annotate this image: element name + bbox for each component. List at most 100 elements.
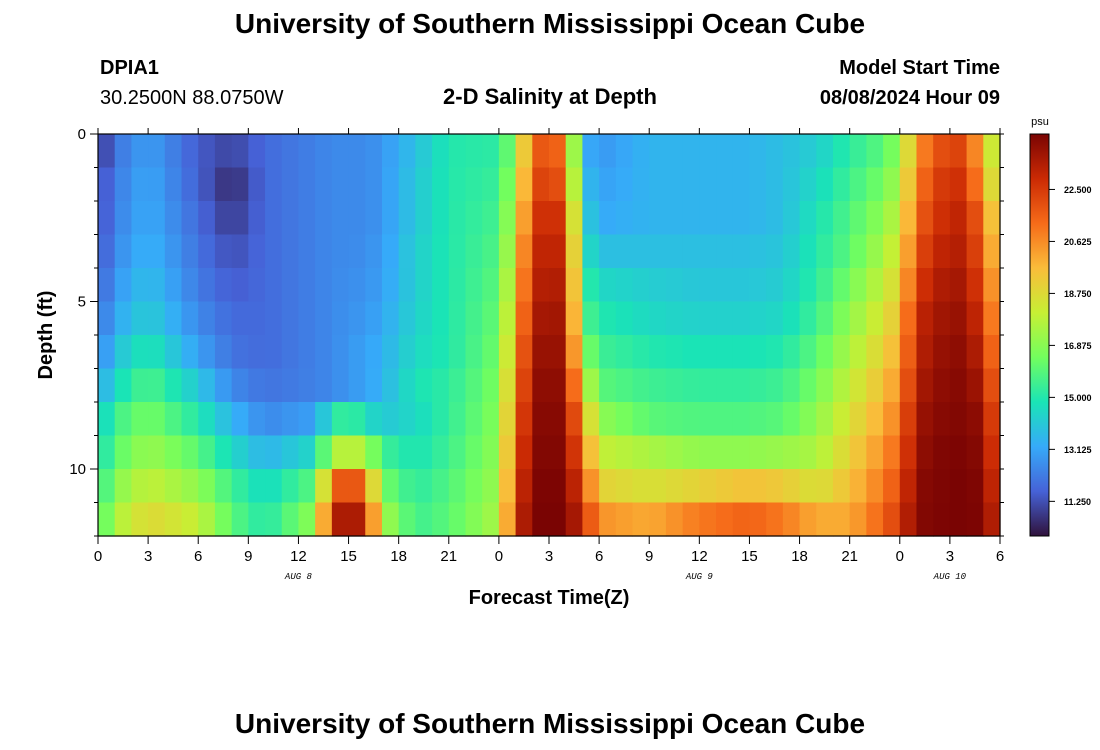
heatmap-cell — [665, 368, 684, 403]
heatmap-cell — [665, 502, 684, 537]
heatmap-cell — [682, 335, 700, 370]
heatmap-cell — [599, 335, 617, 370]
heatmap-cell — [281, 368, 300, 403]
heatmap-cell — [916, 167, 934, 202]
heatmap-cell — [615, 201, 634, 236]
heatmap-cell — [98, 268, 116, 303]
heatmap-cell — [582, 435, 600, 470]
heatmap-cell — [365, 368, 383, 403]
heatmap-cell — [916, 134, 934, 169]
heatmap-cell — [164, 301, 183, 336]
heatmap-cell — [632, 402, 650, 437]
heatmap-cell — [649, 469, 667, 504]
heatmap-cell — [749, 435, 767, 470]
heatmap-cell — [615, 301, 634, 336]
heatmap-cell — [916, 368, 934, 403]
heatmap-cell — [565, 435, 583, 470]
heatmap-cell — [198, 469, 216, 504]
heatmap-cell — [448, 234, 467, 269]
x-tick-label: 3 — [144, 548, 152, 565]
heatmap-cell — [515, 201, 533, 236]
colorbar — [1029, 133, 1050, 537]
heatmap-cell — [365, 234, 383, 269]
heatmap-cell — [498, 335, 517, 370]
heatmap-cell — [682, 301, 700, 336]
heatmap-cell — [565, 469, 583, 504]
heatmap-cell — [448, 201, 467, 236]
heatmap-cell — [265, 435, 283, 470]
heatmap-cell — [315, 201, 333, 236]
heatmap-cell — [498, 368, 517, 403]
heatmap-cell — [164, 134, 183, 169]
heatmap-cell — [365, 469, 383, 504]
x-tick-label: 15 — [741, 548, 758, 565]
heatmap-cell — [782, 502, 801, 537]
heatmap-cell — [148, 201, 166, 236]
heatmap-cell — [716, 201, 734, 236]
heatmap-cell — [164, 234, 183, 269]
heatmap-cell — [515, 502, 533, 537]
heatmap-cell — [515, 134, 533, 169]
heatmap-cell — [315, 268, 333, 303]
heatmap-cell — [331, 167, 350, 202]
heatmap-cell — [298, 502, 316, 537]
heatmap-cell — [365, 502, 383, 537]
heatmap-cell — [649, 234, 667, 269]
heatmap-cell — [916, 435, 934, 470]
heatmap-cell — [231, 402, 249, 437]
colorbar-tick-label: 18.750 — [1064, 289, 1092, 299]
heatmap-cell — [699, 435, 717, 470]
heatmap-cell — [532, 201, 550, 236]
date-labels: AUG 8 AUG 9 AUG 10 — [284, 572, 967, 582]
heatmap-cell — [749, 502, 767, 537]
heatmap-cell — [365, 335, 383, 370]
heatmap-cell — [749, 234, 767, 269]
heatmap-cell — [348, 201, 366, 236]
y-axis: 0 5 10 — [69, 126, 1004, 537]
heatmap-cell — [331, 335, 350, 370]
heatmap-cell — [148, 167, 166, 202]
heatmap-cell — [899, 502, 918, 537]
heatmap-cell — [248, 368, 266, 403]
heatmap-cell — [782, 134, 801, 169]
heatmap-cell — [599, 368, 617, 403]
heatmap-cell — [315, 167, 333, 202]
heatmap-cell — [265, 201, 283, 236]
colorbar-unit: psu — [1031, 116, 1049, 128]
heatmap-cell — [582, 134, 600, 169]
heatmap-cell — [248, 268, 266, 303]
heatmap-cell — [582, 201, 600, 236]
heatmap-cell — [749, 402, 767, 437]
heatmap-cell — [582, 167, 600, 202]
heatmap-cell — [816, 301, 834, 336]
heatmap-cell — [816, 435, 834, 470]
heatmap-cell — [131, 268, 149, 303]
heatmap-cell — [799, 167, 817, 202]
footer-title: University of Southern Mississippi Ocean… — [234, 708, 866, 739]
heatmap-cell — [632, 435, 650, 470]
heatmap-cell — [465, 268, 483, 303]
heatmap-cell — [398, 335, 416, 370]
heatmap-cell — [214, 402, 233, 437]
heatmap-cell — [582, 234, 600, 269]
heatmap-cell — [348, 368, 366, 403]
heatmap-cell — [916, 335, 934, 370]
heatmap-cell — [498, 201, 517, 236]
heatmap-cell — [432, 167, 450, 202]
heatmap-cell — [248, 201, 266, 236]
heatmap-cell — [98, 201, 116, 236]
heatmap-cell — [114, 502, 132, 537]
heatmap-cell — [782, 301, 801, 336]
heatmap-cell — [348, 502, 366, 537]
heatmap-cell — [732, 234, 751, 269]
heatmap-cell — [649, 368, 667, 403]
heatmap-cell — [983, 502, 1001, 537]
heatmap-cell — [131, 301, 149, 336]
heatmap-cell — [231, 301, 249, 336]
heatmap-cell — [131, 368, 149, 403]
heatmap-cell — [398, 469, 416, 504]
heatmap-cell — [565, 301, 583, 336]
heatmap-cell — [448, 134, 467, 169]
heatmap-cell — [181, 368, 199, 403]
heatmap-cell — [148, 402, 166, 437]
